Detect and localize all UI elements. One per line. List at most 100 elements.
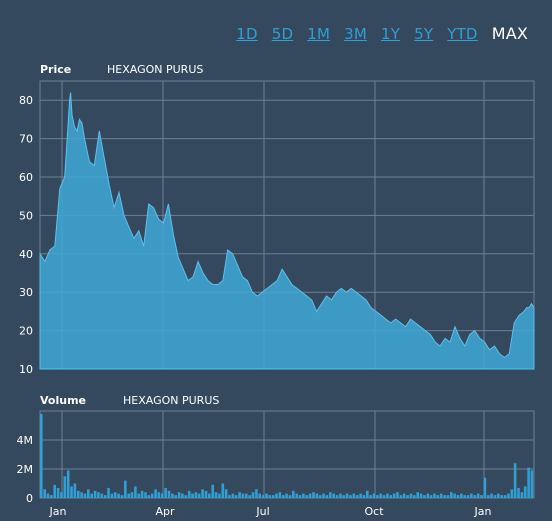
volume-bar <box>500 495 503 498</box>
volume-bar <box>164 487 167 498</box>
volume-bar <box>268 495 272 498</box>
volume-y-ticks: 0 2M 4M <box>17 434 34 505</box>
volume-bar <box>446 495 450 498</box>
volume-bar <box>46 493 50 498</box>
volume-bar <box>476 493 480 498</box>
volume-bar <box>513 463 517 498</box>
x-tick-label: Apr <box>155 505 175 518</box>
volume-bar <box>450 492 453 498</box>
price-y-tick-label: 20 <box>19 325 33 338</box>
price-y-tick-label: 30 <box>19 286 33 299</box>
volume-bar <box>171 493 174 498</box>
volume-bar <box>147 495 151 498</box>
volume-bar <box>53 484 56 498</box>
volume-bar <box>241 493 245 498</box>
volume-bar <box>470 493 473 498</box>
volume-title: Volume <box>40 394 86 407</box>
price-y-ticks: 10 20 30 40 50 60 70 80 <box>19 94 33 376</box>
volume-bar <box>177 492 181 498</box>
volume-bar <box>120 495 124 498</box>
volume-bar <box>345 493 349 498</box>
volume-bar <box>43 489 46 498</box>
volume-bar <box>60 492 63 498</box>
volume-bar <box>271 495 275 498</box>
volume-bar <box>426 493 430 498</box>
volume-bar <box>90 493 93 498</box>
volume-bars <box>40 413 534 499</box>
volume-bar <box>322 493 325 498</box>
volume-bar <box>197 493 201 498</box>
volume-bar <box>204 490 208 499</box>
volume-bar <box>124 480 127 498</box>
volume-bar <box>490 493 493 498</box>
volume-bar <box>480 495 483 498</box>
volume-bar <box>429 495 433 498</box>
volume-bar <box>70 486 73 498</box>
range-btn-1y[interactable]: 1Y <box>380 25 401 43</box>
volume-bar <box>174 495 177 498</box>
volume-bar <box>433 493 436 498</box>
price-y-tick-label: 60 <box>19 171 33 184</box>
volume-bar <box>107 487 110 498</box>
volume-bar <box>161 493 164 498</box>
volume-y-tick-label: 4M <box>17 434 34 447</box>
volume-bar <box>392 493 396 498</box>
volume-bar <box>40 413 43 498</box>
volume-bar <box>285 493 288 498</box>
volume-bar <box>248 495 251 498</box>
volume-bar <box>218 493 221 498</box>
volume-bar <box>305 495 309 498</box>
price-y-tick-label: 10 <box>19 363 33 376</box>
x-tick-label: Jul <box>255 505 269 518</box>
volume-bar <box>352 493 356 498</box>
range-btn-max[interactable]: MAX <box>491 24 528 43</box>
volume-bar <box>127 493 130 498</box>
volume-bar <box>93 490 97 499</box>
range-btn-5y[interactable]: 5Y <box>414 25 434 43</box>
volume-bar <box>342 495 345 498</box>
volume-bar <box>80 492 83 498</box>
volume-bar <box>191 493 194 498</box>
volume-bar <box>302 493 305 498</box>
volume-bar <box>221 483 225 498</box>
volume-bar <box>530 470 534 498</box>
range-btn-5d[interactable]: 5D <box>271 25 294 43</box>
volume-bar <box>295 493 298 498</box>
volume-bar <box>100 493 104 498</box>
volume-bar <box>527 467 530 498</box>
volume-bar <box>66 470 70 498</box>
volume-bar <box>73 483 77 498</box>
volume-bar <box>245 493 248 498</box>
volume-bar <box>497 493 500 498</box>
volume-bar <box>157 492 161 498</box>
volume-bar <box>436 495 440 498</box>
volume-bar <box>251 492 255 498</box>
volume-bar <box>63 476 67 499</box>
range-btn-3m[interactable]: 3M <box>344 25 367 43</box>
volume-bar <box>144 492 147 498</box>
volume-bar <box>382 495 386 498</box>
volume-bar <box>409 493 413 498</box>
volume-bar <box>83 493 87 498</box>
volume-bar <box>376 495 379 498</box>
volume-bar <box>282 495 285 498</box>
volume-bar <box>211 484 214 498</box>
volume-bar <box>396 492 399 498</box>
volume-bar <box>187 490 191 499</box>
volume-bar <box>520 492 524 498</box>
volume-bar <box>466 495 470 498</box>
volume-grid <box>39 410 535 499</box>
volume-bar <box>56 487 60 498</box>
volume-subtitle: HEXAGON PURUS <box>123 394 219 407</box>
volume-bar <box>261 495 265 498</box>
volume-bar <box>117 493 120 498</box>
volume-bar <box>402 493 406 498</box>
volume-bar <box>181 493 184 498</box>
volume-bar <box>231 493 235 498</box>
volume-bar <box>419 493 423 498</box>
range-btn-ytd[interactable]: YTD <box>447 25 478 43</box>
range-btn-1m[interactable]: 1M <box>307 25 331 43</box>
range-btn-1d[interactable]: 1D <box>236 25 258 43</box>
volume-bar <box>103 495 107 498</box>
volume-bar <box>332 493 335 498</box>
